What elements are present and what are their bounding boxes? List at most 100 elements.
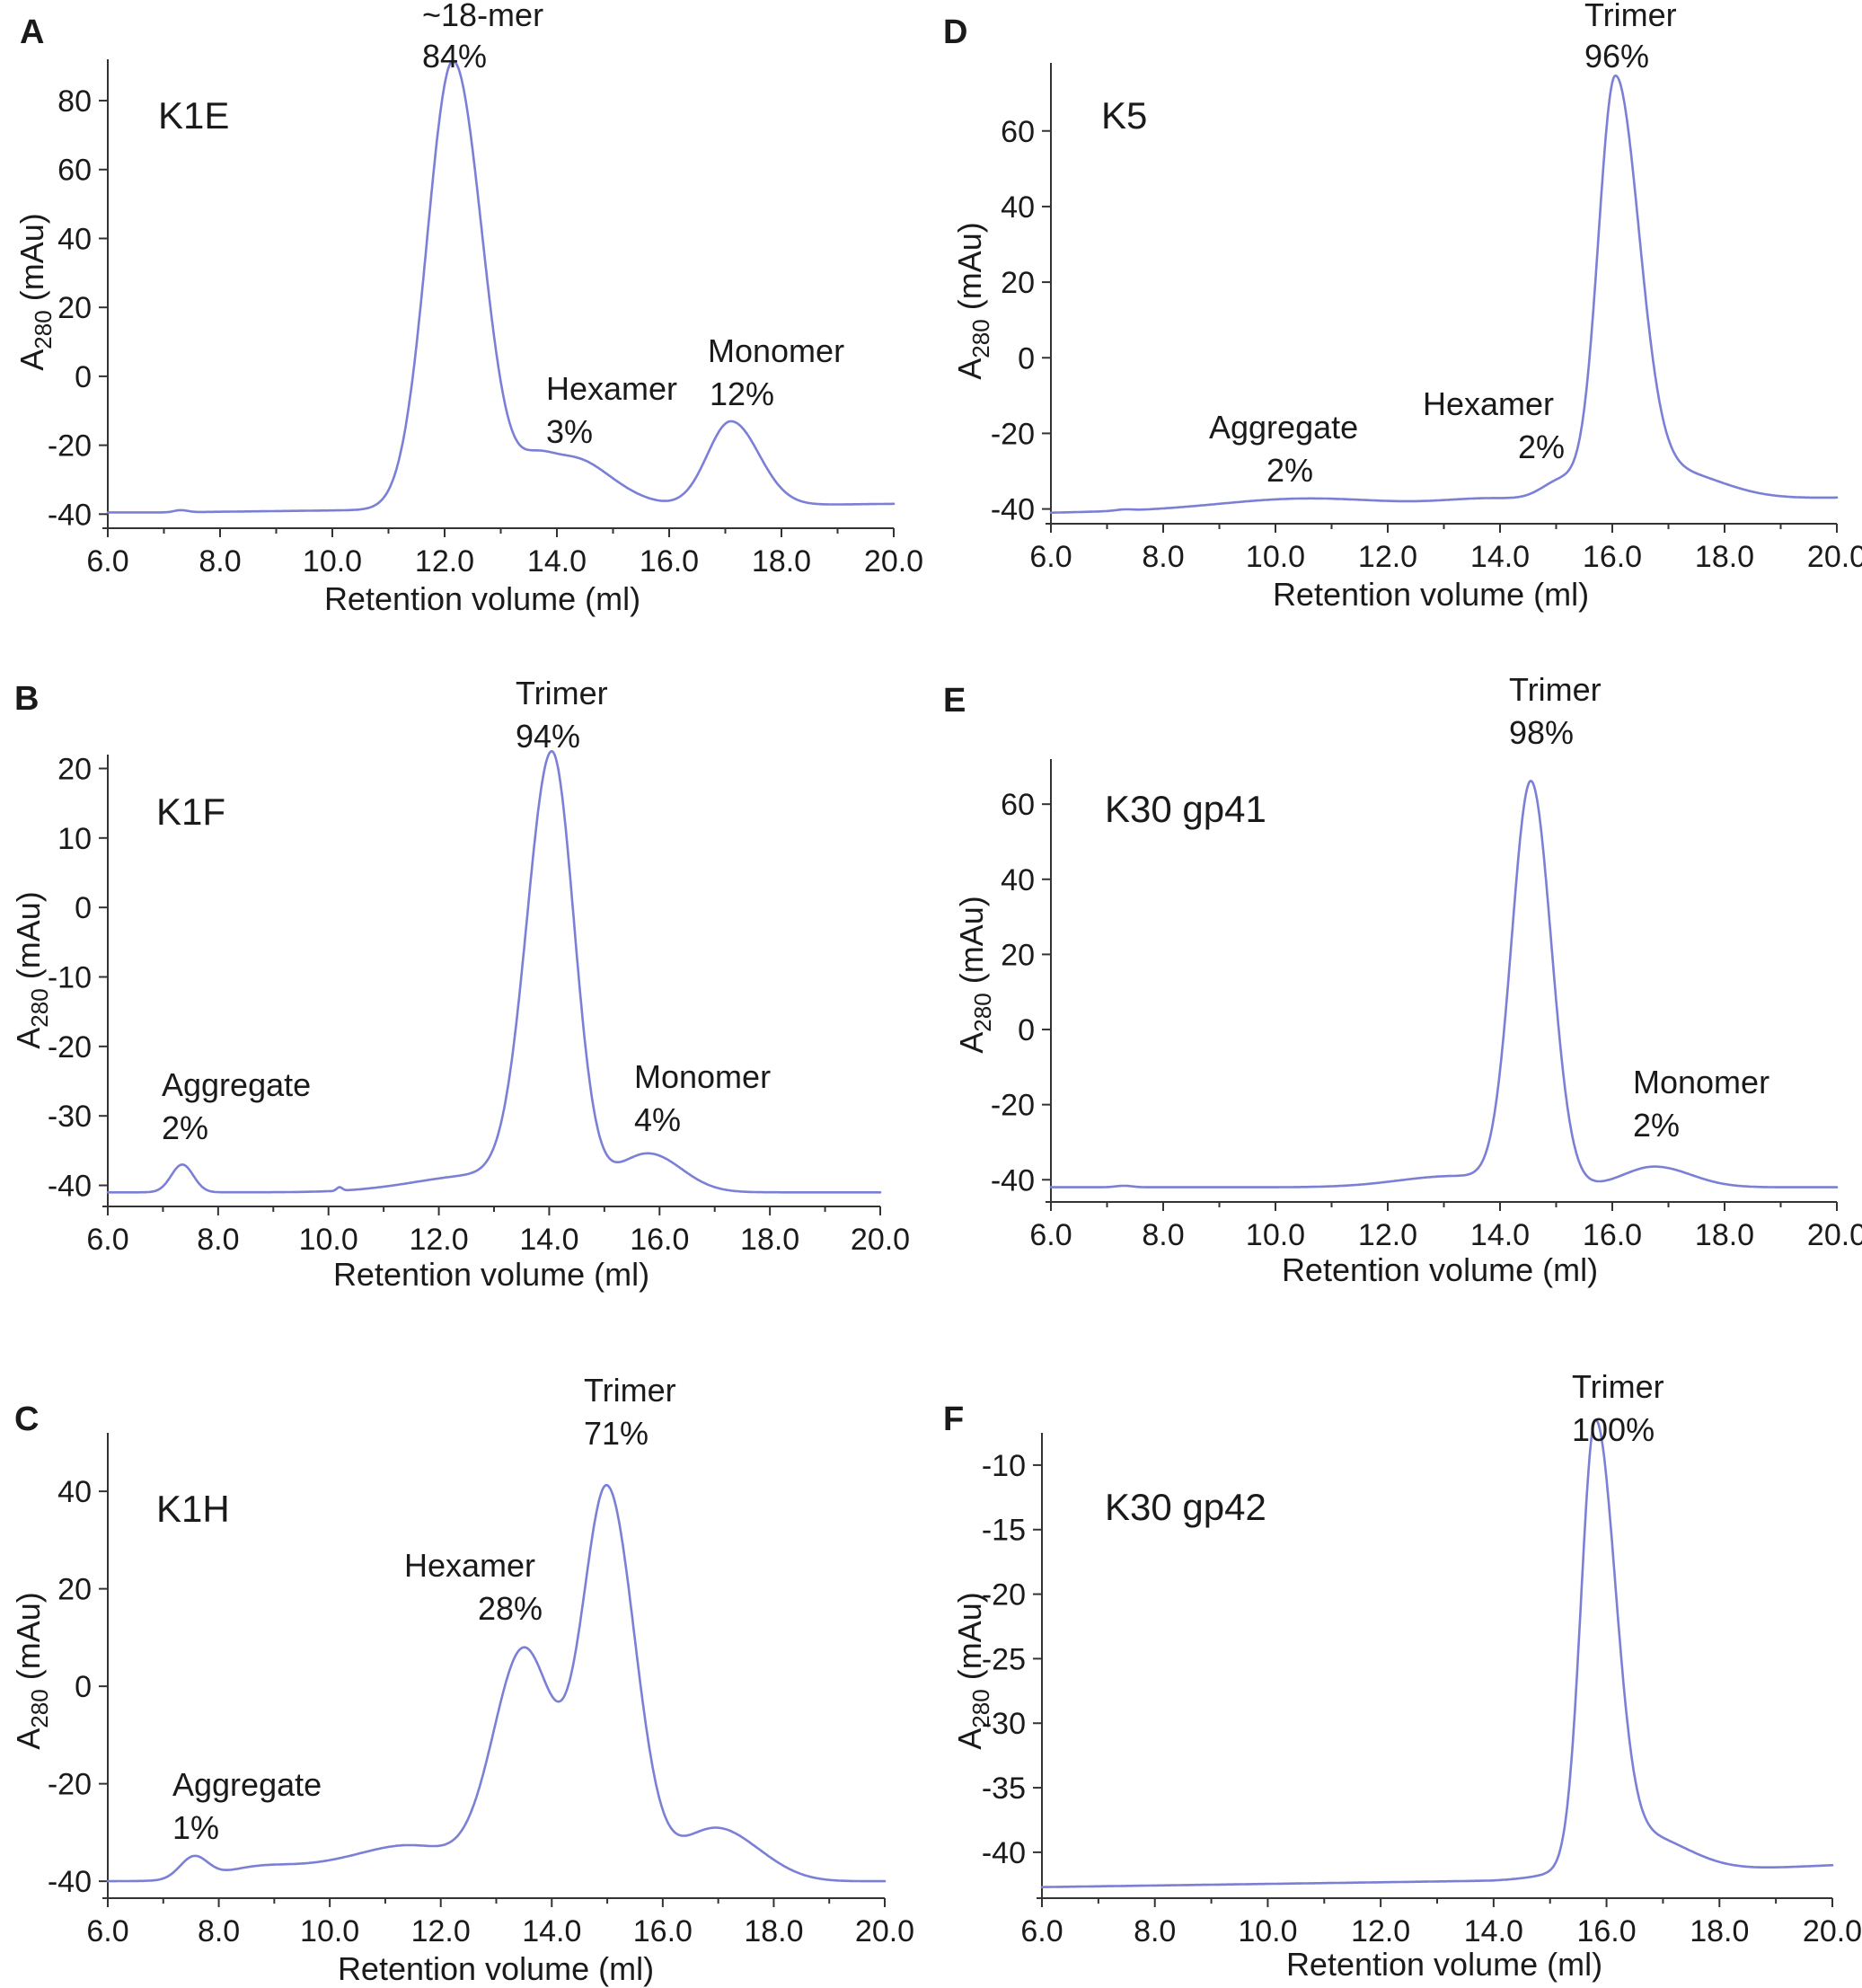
panel-d: D 6.0 8.0 10.0 12.0 14.0 16.0 18.0 20.0-40-2002… [943, 0, 1862, 613]
x-tick-label: 16.0 [1583, 1218, 1642, 1252]
x-tick-label: 10.0 [1246, 1218, 1305, 1252]
y-tick-label: 10 [57, 822, 92, 856]
x-tick-label: 20.0 [855, 1914, 914, 1948]
x-axis-title: Retention volume (ml) [324, 580, 640, 617]
y-tick-label: -40 [48, 1170, 92, 1204]
peak-value-aggregate: 2% [162, 1109, 208, 1146]
y-tick-label: -30 [982, 1707, 1026, 1741]
panel-letter: B [14, 680, 39, 718]
x-tick-label: 16.0 [630, 1223, 689, 1257]
x-tick-label: 16.0 [1576, 1914, 1636, 1948]
x-tick-label: 12.0 [1358, 540, 1417, 574]
y-axis-title-sub: 280 [30, 310, 57, 349]
x-tick-label: 16.0 [633, 1914, 693, 1948]
peak-label-hexamer: Hexamer [404, 1547, 535, 1584]
y-axis-title-unit: (mAu) [10, 891, 47, 988]
x-tick-label: 10.0 [1238, 1914, 1297, 1948]
x-axis-title: Retention volume (ml) [1282, 1251, 1598, 1288]
y-axis-title-unit: (mAu) [951, 222, 988, 319]
sample-name: K1E [158, 94, 229, 137]
x-axis-title: Retention volume (ml) [333, 1256, 649, 1293]
x-tick-label: 10.0 [303, 544, 362, 579]
y-axis-title-sub: 280 [967, 319, 994, 358]
y-tick-label: -40 [991, 1163, 1035, 1197]
peak-value-hexamer: 3% [546, 413, 593, 450]
y-tick-label: 60 [1001, 788, 1035, 822]
panel-letter: E [943, 682, 966, 720]
x-tick-label: 12.0 [411, 1914, 471, 1948]
peak-label-trimer: Trimer [1509, 671, 1602, 708]
x-tick-label: 6.0 [1020, 1914, 1063, 1948]
y-axis-title: A280 (mAu) [951, 222, 994, 379]
sample-name: K1F [156, 791, 225, 833]
y-axis-title-sub: 280 [969, 993, 996, 1031]
peak-value-hexamer: 28% [478, 1590, 543, 1627]
y-axis-title-unit: (mAu) [10, 1592, 47, 1689]
x-tick-label: 14.0 [527, 544, 587, 579]
peak-value-trimer: 98% [1509, 714, 1574, 751]
y-tick-label: 0 [1018, 341, 1035, 376]
x-tick-label: 16.0 [1583, 540, 1642, 574]
x-tick-label: 14.0 [1470, 540, 1530, 574]
y-tick-label: 20 [57, 291, 92, 325]
peak-value-monomer: 12% [710, 376, 774, 412]
y-axis-title: A280 (mAu) [10, 1592, 53, 1749]
peak-label-hexamer: Hexamer [546, 370, 677, 407]
peak-value-aggregate: 1% [172, 1809, 219, 1846]
y-axis-title: A280 (mAu) [951, 1592, 994, 1749]
y-tick-label: 20 [1001, 266, 1035, 300]
y-tick-label: 0 [1018, 1013, 1035, 1047]
y-tick-label: -35 [982, 1772, 1026, 1806]
y-axis-title-unit: (mAu) [953, 896, 990, 993]
x-tick-label: 8.0 [1134, 1914, 1176, 1948]
y-tick-label: -25 [982, 1642, 1026, 1676]
y-tick-label: 20 [57, 1573, 92, 1607]
x-tick-label: 18.0 [744, 1914, 803, 1948]
x-axis-title: Retention volume (ml) [338, 1950, 654, 1987]
y-tick-label: -20 [982, 1578, 1026, 1612]
peak-value-trimer: 71% [584, 1415, 649, 1452]
y-axis-title: A280 (mAu) [10, 891, 53, 1048]
peak-label-aggregate: Aggregate [172, 1766, 322, 1803]
x-tick-label: 18.0 [740, 1223, 799, 1257]
y-axis-title-unit: (mAu) [951, 1592, 988, 1689]
y-tick-label: -40 [991, 493, 1035, 527]
y-axis-title-main: A [953, 1032, 990, 1054]
x-tick-label: 18.0 [1695, 1218, 1754, 1252]
sample-name: K30 gp42 [1105, 1486, 1266, 1528]
peak-value-trimer: 100% [1572, 1411, 1655, 1448]
y-axis-title-main: A [10, 1028, 47, 1049]
peak-label-monomer: Monomer [708, 332, 844, 369]
panel-e: E 6.0 8.0 10.0 12.0 14.0 16.0 18.0 20.0-40-2002… [943, 671, 1862, 1288]
x-tick-label: 14.0 [522, 1914, 581, 1948]
x-tick-label: 12.0 [415, 544, 474, 579]
y-tick-label: 80 [57, 84, 92, 119]
y-tick-label: 20 [1001, 938, 1035, 972]
y-tick-label: -40 [48, 498, 92, 532]
y-tick-label: 0 [75, 1670, 92, 1704]
x-tick-label: 10.0 [300, 1914, 359, 1948]
y-tick-label: -20 [48, 429, 92, 464]
peak-value-monomer: 2% [1633, 1107, 1680, 1144]
peak-label-18mer: ~18-mer [422, 0, 543, 33]
peak-label-monomer: Monomer [1633, 1064, 1769, 1100]
peak-value-monomer: 4% [634, 1101, 681, 1138]
peak-label-monomer: Monomer [634, 1058, 771, 1095]
sample-name: K1H [156, 1488, 230, 1530]
peak-label-aggregate: Aggregate [162, 1066, 311, 1103]
y-axis-title-main: A [951, 358, 988, 380]
x-axis-title: Retention volume (ml) [1273, 576, 1589, 613]
y-tick-label: 40 [1001, 863, 1035, 897]
x-tick-label: 20.0 [851, 1223, 910, 1257]
y-tick-label: 0 [75, 891, 92, 925]
x-tick-label: 20.0 [864, 544, 923, 579]
x-tick-label: 18.0 [752, 544, 811, 579]
x-tick-label: 18.0 [1690, 1914, 1749, 1948]
x-tick-label: 6.0 [1029, 1218, 1072, 1252]
y-tick-label: -20 [48, 1030, 92, 1065]
panel-f: F 6.0 8.0 10.0 12.0 14.0 16.0 18.0 20.0 -40 -35 -3… [943, 1368, 1862, 1983]
panel-letter: A [20, 13, 44, 51]
x-tick-label: 8.0 [199, 544, 241, 579]
x-tick-label: 18.0 [1695, 540, 1754, 574]
panel-letter: C [14, 1400, 39, 1438]
